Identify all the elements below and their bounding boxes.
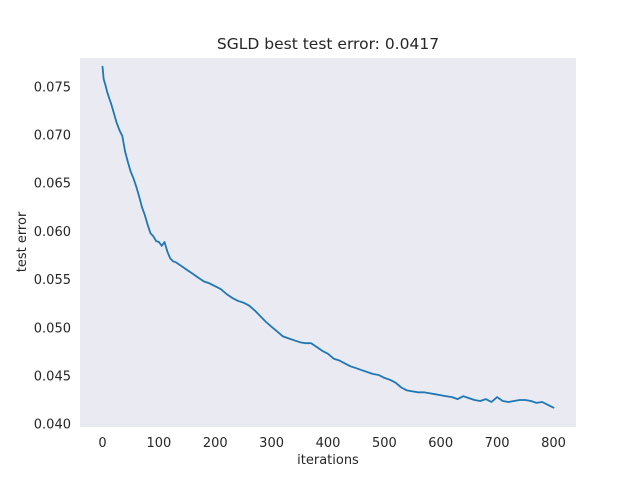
- x-tick-label: 0: [98, 436, 106, 451]
- x-tick-label: 600: [428, 436, 453, 451]
- x-tick-label: 800: [541, 436, 566, 451]
- x-axis-ticks: 0 100 200 300 400 500 600 700 800: [98, 436, 566, 451]
- x-tick-label: 700: [485, 436, 510, 451]
- y-tick-label: 0.070: [34, 129, 71, 144]
- x-axis-label: iterations: [297, 453, 359, 468]
- test-error-line: [101, 65, 555, 409]
- y-tick-label: 0.065: [34, 177, 71, 192]
- y-tick-label: 0.045: [34, 369, 71, 384]
- chart-title: SGLD best test error: 0.0417: [217, 35, 439, 53]
- x-tick-label: 200: [203, 436, 228, 451]
- plot-area: [80, 58, 576, 427]
- x-tick-label: 500: [372, 436, 397, 451]
- y-axis-label: test error: [15, 211, 30, 272]
- y-tick-label: 0.060: [34, 225, 71, 240]
- y-tick-label: 0.050: [34, 321, 71, 336]
- x-tick-label: 400: [316, 436, 341, 451]
- y-tick-label: 0.055: [34, 273, 71, 288]
- x-tick-label: 300: [259, 436, 284, 451]
- y-tick-label: 0.075: [34, 80, 71, 95]
- x-tick-label: 100: [146, 436, 171, 451]
- y-tick-label: 0.040: [34, 418, 71, 433]
- y-axis-ticks: 0.040 0.045 0.050 0.055 0.060 0.065 0.070 0.075: [34, 80, 71, 432]
